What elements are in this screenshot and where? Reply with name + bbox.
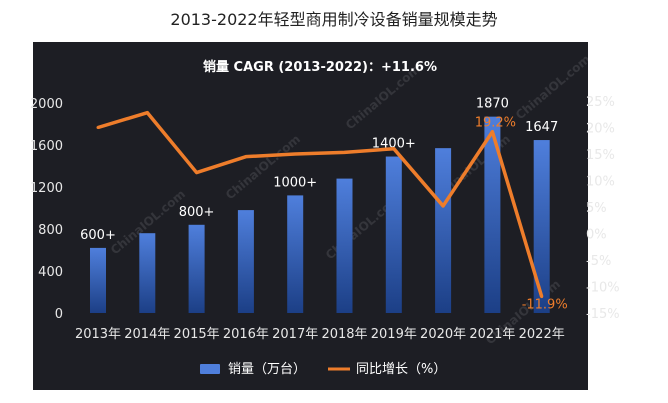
left-axis-tick: 1200 (30, 181, 63, 196)
x-axis-tick: 2016年 (223, 327, 269, 342)
right-axis: 25% 20% 15% 10% 5% 0% -5% -10% -15% (586, 95, 620, 322)
right-axis-tick: -10% (586, 281, 620, 296)
right-axis-tick: 25% (586, 95, 615, 110)
growth-point (96, 126, 100, 129)
bar (484, 116, 501, 314)
growth-labels: 19.2% -11.9% (475, 116, 568, 313)
right-axis-tick: 15% (586, 148, 615, 163)
bar-value-label: 1000+ (273, 175, 317, 190)
left-axis-tick: 800 (38, 223, 63, 238)
bar-value-label: 1647 (525, 120, 558, 135)
legend-bar-label: 销量（万台） (228, 362, 306, 377)
growth-point (145, 111, 149, 115)
x-axis-tick: 2022年 (519, 327, 565, 342)
x-axis-tick: 2021年 (469, 327, 515, 342)
bar (188, 224, 205, 313)
watermark-text: ChinaIOL.com (223, 132, 303, 202)
bar (435, 148, 452, 313)
legend-bar-swatch (200, 364, 220, 374)
right-axis-tick: 5% (586, 201, 607, 216)
left-axis-tick: 2000 (30, 97, 63, 112)
left-axis-tick: 0 (55, 307, 63, 322)
growth-line-series (96, 110, 544, 299)
growth-point (490, 130, 494, 134)
bar (139, 233, 156, 313)
bar-value-label: 600+ (80, 228, 116, 243)
right-axis-tick: -15% (586, 307, 620, 322)
bar (237, 210, 254, 313)
x-axis: 2013年 2014年 2015年 2016年 2017年 2018年 2019年 2020年… (75, 327, 565, 342)
growth-point (244, 155, 248, 159)
right-axis-tick: 10% (586, 175, 615, 190)
left-axis-tick: 1600 (30, 139, 63, 154)
x-axis-tick: 2020年 (420, 327, 466, 342)
x-axis-tick: 2018年 (321, 327, 367, 342)
bar (336, 178, 353, 313)
growth-value-label: 19.2% (475, 116, 516, 131)
x-axis-tick: 2019年 (371, 327, 417, 342)
bar-value-label: 1870 (476, 97, 509, 112)
bar (533, 140, 550, 313)
bar-series (90, 116, 550, 314)
growth-point (343, 150, 346, 154)
growth-value-label: -11.9% (522, 298, 568, 313)
left-axis-tick: 400 (38, 265, 63, 280)
growth-line (97, 110, 544, 298)
watermark-text: ChinaIOL.com (513, 52, 593, 122)
growth-point (195, 171, 199, 175)
chart-subtitle: 销量 CAGR (2013-2022)：+11.6% (203, 59, 437, 75)
left-axis: 0 400 800 1200 1600 2000 (30, 97, 63, 322)
right-axis-tick: 0% (586, 228, 607, 243)
growth-point (540, 295, 544, 299)
x-axis-tick: 2013年 (75, 327, 121, 342)
x-axis-tick: 2015年 (174, 327, 220, 342)
bar (287, 195, 304, 313)
bar (385, 156, 402, 313)
growth-point (293, 152, 297, 156)
x-axis-tick: 2017年 (272, 327, 318, 342)
right-axis-tick: -5% (586, 254, 611, 269)
legend: 销量（万台） 同比增长（%） (200, 362, 446, 377)
legend-line-label: 同比增长（%） (356, 362, 446, 377)
chart-title: 2013-2022年轻型商用制冷设备销量规模走势 (170, 10, 498, 29)
right-axis-tick: 20% (586, 122, 615, 137)
growth-point (392, 147, 396, 151)
growth-point (441, 204, 445, 208)
bar (90, 247, 106, 313)
x-axis-tick: 2014年 (124, 327, 170, 342)
bar-value-label: 800+ (179, 205, 215, 220)
